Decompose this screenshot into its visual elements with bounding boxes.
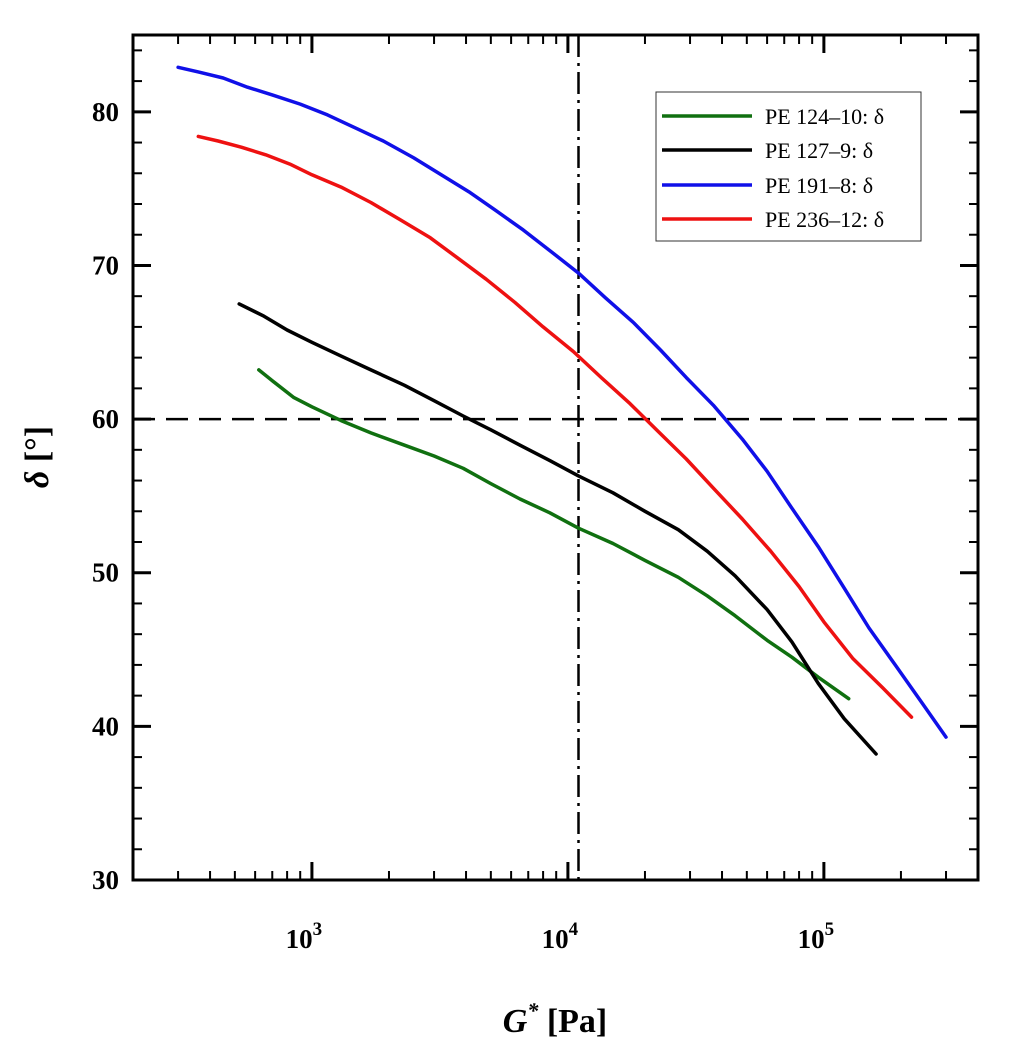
y-tick-label: 70 — [92, 250, 119, 280]
series-line-pe-236-12 — [196, 134, 914, 719]
x-tick-label-exp: 4 — [569, 919, 579, 940]
y-axis-title: δ [°] — [19, 426, 56, 488]
y-tick-label: 40 — [92, 711, 119, 741]
y-tick-label: 50 — [92, 558, 119, 588]
x-tick-label-base: 10 — [542, 924, 569, 954]
legend-label-pe-236-12: PE 236–12: δ — [765, 207, 884, 232]
x-tick-label-base: 10 — [286, 924, 313, 954]
x-tick-label: 103 — [286, 919, 323, 954]
x-tick-label-exp: 5 — [825, 919, 835, 940]
legend-label-pe-127-9: PE 127–9: δ — [765, 138, 873, 163]
y-axis-title-main: δ — [19, 471, 56, 488]
y-tick-label: 60 — [92, 404, 119, 434]
y-tick-label: 30 — [92, 865, 119, 895]
y-axis-title-unit: [°] — [19, 426, 56, 471]
x-tick-label-base: 10 — [798, 924, 825, 954]
x-tick-label-exp: 3 — [313, 919, 323, 940]
legend-label-pe-124-10: PE 124–10: δ — [765, 104, 884, 129]
y-tick-label: 80 — [92, 97, 119, 127]
x-axis-title-main: G — [503, 1003, 528, 1040]
x-axis-title-sup: * — [527, 998, 539, 1023]
plot-frame — [131, 33, 980, 882]
legend-label-pe-191-8: PE 191–8: δ — [765, 173, 873, 198]
series-line-pe-127-9 — [237, 302, 878, 756]
x-axis-title: G* [Pa] — [503, 998, 607, 1040]
series-line-pe-124-10 — [257, 368, 851, 701]
x-tick-label: 105 — [798, 919, 835, 954]
x-tick-label: 104 — [542, 919, 579, 954]
series-line-pe-191-8 — [176, 65, 948, 739]
legend: PE 124–10: δ PE 127–9: δ PE 191–8: δ PE … — [655, 91, 922, 242]
x-axis-title-unit: [Pa] — [538, 1003, 607, 1040]
